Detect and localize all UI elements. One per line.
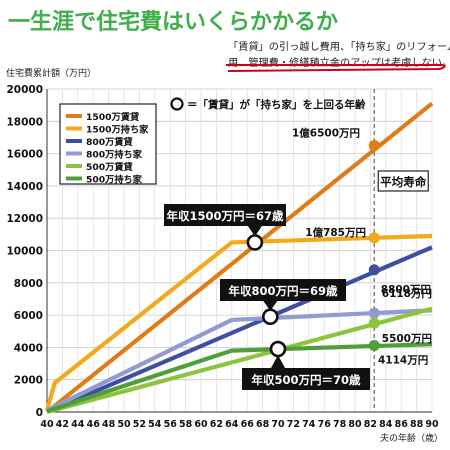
callout-pointer [271, 355, 285, 368]
note-line-2: 用、管理費・修繕積立金のアップは考慮しない。 [228, 58, 450, 69]
callout-label: 年収1500万円＝67歳 [166, 209, 284, 223]
y-tick-label: 8000 [14, 278, 43, 290]
lifespan-label-box [377, 170, 429, 192]
x-tick-label: 50 [117, 419, 131, 430]
x-tick-label: 64 [225, 419, 239, 430]
series-line [46, 245, 433, 414]
x-tick-label: 88 [410, 419, 424, 430]
callout-box [242, 368, 370, 390]
x-tick-label: 90 [425, 419, 439, 430]
series-line [46, 308, 433, 413]
x-tick-label: 78 [333, 419, 347, 430]
crossover-marker [269, 340, 287, 358]
y-tick-label: 14000 [6, 181, 43, 193]
y-tick-label: 10000 [6, 246, 43, 258]
x-tick-label: 76 [318, 419, 332, 430]
marker-legend-label: ＝「賃貸」が「持ち家」を上回る年齢 [187, 98, 366, 111]
callout-label: 年収500万円＝70歳 [251, 373, 361, 387]
legend-label: 1500万持ち家 [86, 124, 149, 136]
callout-box [220, 279, 346, 301]
lifespan-dot [368, 307, 380, 319]
legend-label: 800万賃貸 [86, 136, 134, 148]
lifespan-label: 平均寿命 [380, 175, 426, 189]
callout-pointer [247, 226, 262, 237]
lifespan-value-label: 1億6500万円 [292, 127, 360, 140]
x-tick-label: 60 [194, 419, 208, 430]
lifespan-dot [368, 340, 380, 352]
y-tick-label: 2000 [14, 375, 43, 387]
x-tick-label: 68 [256, 419, 270, 430]
lifespan-dot [368, 264, 380, 276]
callout-box [164, 204, 286, 226]
note-underline [226, 64, 446, 72]
lifespan-value-label: 1億785万円 [305, 226, 366, 239]
marker-legend-icon [170, 97, 184, 111]
crossover-marker [246, 234, 264, 251]
y-axis-label: 住宅費累計額（万円） [6, 69, 97, 79]
y-tick-label: 4000 [14, 342, 43, 354]
lifespan-value-label: 5500万円 [382, 333, 432, 345]
y-tick-label: 18000 [6, 116, 43, 128]
x-tick-label: 62 [210, 419, 223, 430]
callout-pointer [263, 301, 278, 311]
series-line [46, 342, 433, 414]
y-tick-label: 6000 [14, 310, 43, 322]
y-tick-label: 20000 [6, 84, 43, 96]
x-tick-label: 84 [379, 419, 393, 430]
x-tick-label: 42 [56, 419, 69, 430]
lifespan-value-label: 8800万円 [381, 284, 431, 296]
legend-label: 500万持ち家 [86, 174, 143, 186]
x-tick-label: 72 [287, 419, 300, 430]
x-axis-label: 夫の年齢（歳） [380, 434, 444, 444]
x-tick-label: 86 [395, 419, 409, 430]
x-tick-label: 48 [102, 419, 116, 430]
lifespan-value-label: 6118万円 [382, 288, 432, 300]
series-line [45, 101, 434, 414]
note-line-1: 「賃貸」の引っ越し費用、「持ち家」のリフォーム費 [228, 42, 450, 53]
lifespan-dot [368, 317, 380, 329]
lifespan-dot [368, 140, 380, 152]
page-title: 一生涯で住宅費はいくらかかるか [8, 10, 339, 35]
legend-label: 500万賃貸 [86, 161, 134, 173]
x-tick-label: 70 [271, 419, 285, 430]
x-tick-label: 56 [164, 419, 178, 430]
lifespan-value-label: 4114万円 [378, 355, 428, 367]
x-tick-label: 54 [148, 419, 162, 430]
x-tick-label: 44 [71, 419, 85, 430]
x-tick-label: 74 [302, 419, 316, 430]
x-tick-label: 66 [241, 419, 255, 430]
crossover-marker [261, 308, 279, 326]
x-tick-label: 46 [87, 419, 101, 430]
x-tick-label: 82 [364, 419, 377, 430]
chart-note: 「賃貸」の引っ越し費用、「持ち家」のリフォーム費 用、管理費・修繕積立金のアップ… [228, 40, 450, 72]
lifespan-dot [368, 232, 380, 244]
series-line [46, 306, 433, 415]
x-tick-label: 40 [40, 419, 54, 430]
x-tick-label: 58 [179, 419, 193, 430]
x-tick-label: 80 [348, 419, 362, 430]
x-tick-label: 52 [133, 419, 146, 430]
series-line [44, 233, 433, 411]
legend-label: 1500万賃貸 [86, 111, 140, 123]
y-tick-label: 16000 [6, 149, 43, 161]
legend-label: 800万持ち家 [86, 149, 143, 161]
y-tick-label: 0 [36, 407, 43, 419]
y-tick-label: 12000 [6, 213, 43, 225]
callout-label: 年収800万円＝69歳 [228, 284, 338, 298]
